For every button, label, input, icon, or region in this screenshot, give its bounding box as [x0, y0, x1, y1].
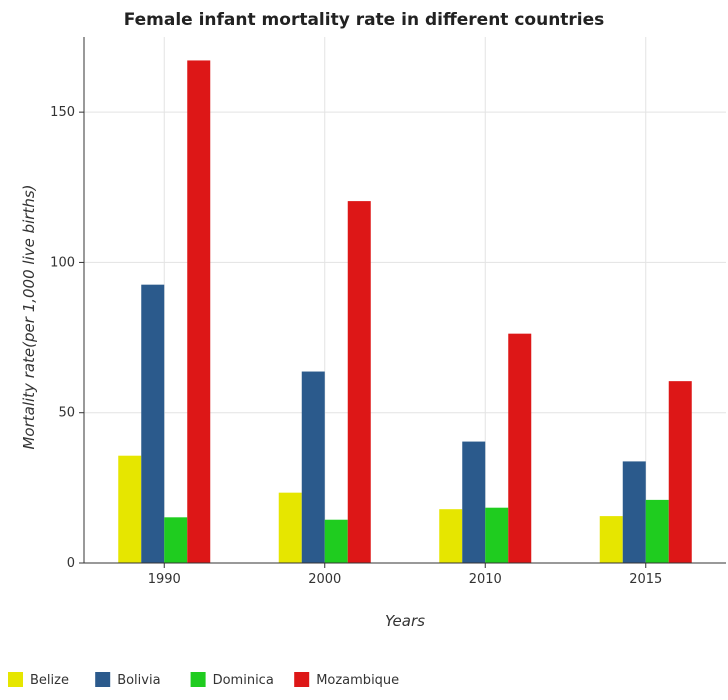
legend-label-mozambique: Mozambique [316, 673, 399, 688]
legend-label-bolivia: Bolivia [117, 673, 160, 688]
legend-label-belize: Belize [30, 673, 69, 688]
bar-dominica-2000 [324, 519, 348, 563]
bars [118, 60, 692, 563]
chart-title: Female infant mortality rate in differen… [124, 10, 605, 30]
y-tick-label: 50 [58, 406, 75, 421]
x-axis-label: Years [385, 612, 425, 630]
legend-swatch-mozambique [294, 672, 310, 687]
y-tick-label: 0 [67, 556, 75, 571]
axes: 0 50 100 150 1990 2000 2010 2015 [50, 37, 726, 587]
legend-swatch-bolivia [95, 672, 111, 687]
bar-bolivia-2015 [622, 461, 646, 563]
y-tick-label: 150 [50, 105, 75, 120]
bar-dominica-2010 [485, 507, 509, 563]
legend: Belize Bolivia Dominica Mozambique [8, 672, 399, 688]
bar-mozambique-1990 [187, 60, 211, 563]
x-tick-label: 2000 [308, 572, 341, 587]
legend-swatch-belize [8, 672, 23, 687]
bar-mozambique-2010 [508, 333, 532, 563]
bar-mozambique-2000 [347, 201, 371, 563]
bar-belize-2010 [439, 509, 463, 563]
bar-dominica-2015 [645, 499, 669, 563]
bar-mozambique-2015 [668, 381, 692, 563]
x-tick-label: 1990 [148, 572, 181, 587]
bar-bolivia-2000 [301, 371, 325, 563]
x-tick-label: 2015 [629, 572, 662, 587]
legend-label-dominica: Dominica [213, 673, 274, 688]
bar-bolivia-2010 [462, 441, 486, 563]
x-tick-label: 2010 [469, 572, 502, 587]
bar-belize-2000 [278, 492, 302, 563]
legend-swatch-dominica [190, 672, 206, 687]
bar-belize-1990 [118, 455, 142, 563]
bar-dominica-1990 [164, 517, 188, 563]
y-axis-label: Mortality rate(per 1,000 live births) [20, 184, 38, 449]
bar-belize-2015 [599, 516, 623, 563]
bar-bolivia-1990 [141, 284, 165, 563]
y-tick-label: 100 [50, 255, 75, 270]
